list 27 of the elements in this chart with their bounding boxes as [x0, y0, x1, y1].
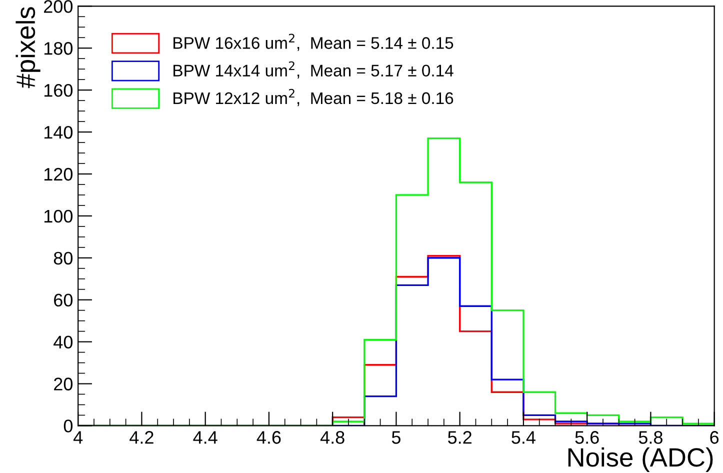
y-tick-label: 140 — [44, 126, 73, 139]
x-tick-label: 4.2 — [130, 431, 154, 444]
x-tick-label: 4 — [73, 431, 83, 444]
x-tick-label: 4.6 — [256, 431, 281, 444]
y-tick-label: 20 — [54, 378, 73, 390]
y-tick-label: 100 — [44, 210, 73, 223]
y-tick-label: 160 — [44, 84, 73, 97]
legend-label: BPW 12x12 um$^{2}$, Mean = 5.18 ± 0.16 — [174, 88, 454, 106]
x-tick-label: 5.4 — [512, 431, 536, 444]
x-tick-label: 6 — [710, 431, 719, 444]
y-tick-label: 200 — [44, 0, 73, 13]
legend-label: BPW 16x16 um$^{2}$, Mean = 5.14 ± 0.15 — [174, 34, 454, 51]
y-tick-label: 120 — [44, 168, 73, 181]
y-tick-label: 40 — [54, 336, 73, 349]
x-tick-label: 4.4 — [193, 431, 218, 444]
y-tick-label: 180 — [44, 42, 73, 55]
y-tick-label: 60 — [54, 294, 73, 307]
x-tick-label: 5.8 — [638, 431, 662, 444]
legend-label: BPW 14x14 um$^{2}$, Mean = 5.17 ± 0.14 — [174, 61, 454, 78]
x-tick-label: 5.6 — [575, 431, 599, 444]
y-tick-label: 0 — [64, 420, 73, 432]
x-tick-label: 4.8 — [320, 431, 344, 444]
x-axis-title: Noise (ADC) — [568, 447, 713, 472]
y-axis-title: #pixels — [16, 7, 40, 88]
y-tick-label: 80 — [54, 252, 73, 265]
x-tick-label: 5 — [392, 431, 400, 444]
x-tick-label: 5.2 — [448, 431, 472, 444]
